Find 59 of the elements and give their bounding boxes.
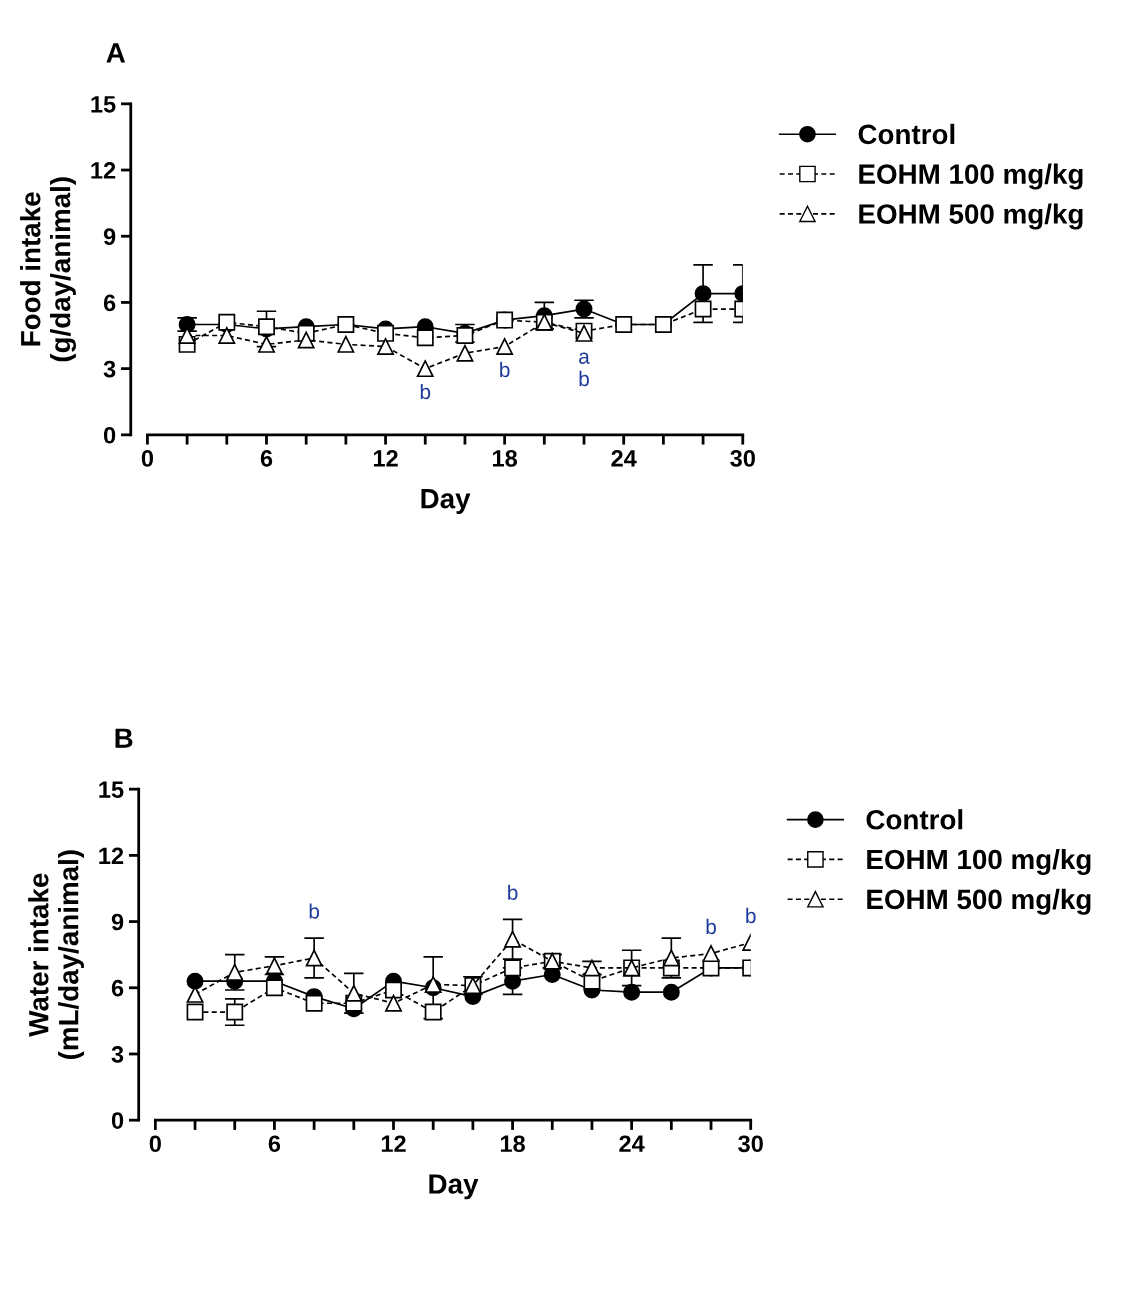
annotation: b <box>420 383 431 400</box>
annotation: b <box>706 918 716 935</box>
y-tick-label: 6 <box>111 979 124 997</box>
x-tick-label: 30 <box>738 1135 763 1153</box>
y-tick-label: 0 <box>111 1112 124 1129</box>
legend-label: Control <box>858 123 955 145</box>
point <box>694 285 712 303</box>
x-tick-label: 12 <box>381 1135 406 1152</box>
x-tick-label: 18 <box>492 450 518 467</box>
legend-label: EOHM 100 mg/kg <box>859 163 1083 190</box>
annotation: b <box>500 361 510 378</box>
point <box>385 981 402 999</box>
x-tick-label: 6 <box>260 450 273 467</box>
annotation: b <box>746 907 756 924</box>
point <box>623 983 641 1001</box>
x-tick-label: 6 <box>268 1135 281 1153</box>
x-tick-label: 12 <box>373 450 398 467</box>
x-tick-label: 24 <box>611 450 637 467</box>
y-tick-label: 15 <box>91 96 116 113</box>
point <box>662 983 680 1001</box>
annotation: b <box>579 370 589 387</box>
y-tick-label: 12 <box>99 847 124 864</box>
point <box>694 300 712 318</box>
x-tick-label: 18 <box>500 1135 525 1153</box>
point <box>297 331 315 349</box>
y-axis-title: Food intake (g/day/animal) <box>20 177 77 362</box>
y-tick-label: 3 <box>103 360 116 378</box>
point <box>186 1003 204 1021</box>
annotation: b <box>309 903 320 919</box>
annotation: b <box>508 884 518 900</box>
point <box>186 972 204 990</box>
x-tick-label: 0 <box>149 1135 161 1153</box>
point <box>416 329 434 347</box>
y-tick-label: 15 <box>99 781 124 798</box>
y-tick-label: 0 <box>103 426 116 444</box>
x-axis-title: Day <box>429 1174 479 1200</box>
chart-title: A <box>106 43 126 63</box>
point <box>377 324 395 342</box>
x-axis-title: Day <box>421 489 471 514</box>
x-tick-label: 24 <box>619 1135 645 1152</box>
y-tick-label: 12 <box>91 162 116 179</box>
y-tick-label: 9 <box>111 913 124 931</box>
point <box>265 979 283 997</box>
y-tick-label: 6 <box>103 294 116 312</box>
y-tick-label: 3 <box>111 1046 124 1063</box>
legend-label: EOHM 100 mg/kg <box>867 848 1091 875</box>
chart-title: B <box>115 728 133 748</box>
annotation: a <box>579 352 590 364</box>
x-tick-label: 0 <box>141 450 154 467</box>
point <box>226 1003 244 1021</box>
legend-label: Control <box>866 809 963 830</box>
legend-label: EOHM 500 mg/kg <box>867 888 1091 915</box>
y-axis-title: Water intake (mL/day/animal) <box>28 850 84 1060</box>
legend-label: EOHM 500 mg/kg <box>859 203 1083 230</box>
point <box>424 975 442 993</box>
y-tick-label: 9 <box>103 228 116 246</box>
x-tick-label: 30 <box>730 450 755 467</box>
point <box>424 1003 442 1021</box>
point <box>305 994 323 1012</box>
